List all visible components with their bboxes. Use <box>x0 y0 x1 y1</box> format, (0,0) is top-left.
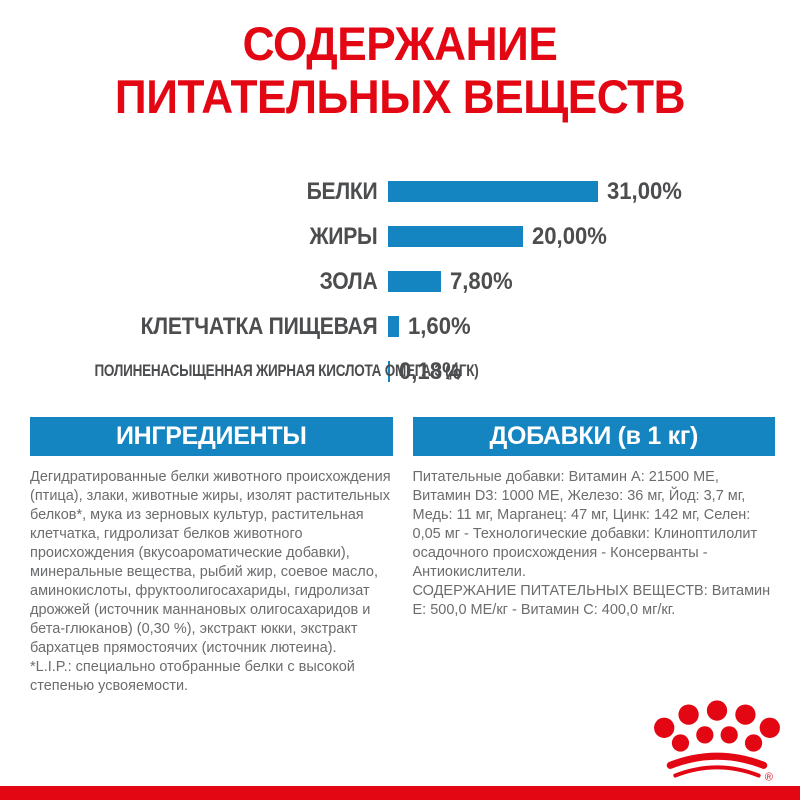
bar-label: ПОЛИНЕНАСЫЩЕННАЯ ЖИРНАЯ КИСЛОТА ОМЕГА 3 … <box>94 362 479 380</box>
bar-value: 7,80% <box>449 267 513 295</box>
bar <box>388 226 524 247</box>
text-paragraph: Питательные добавки: Витамин А: 21500 МЕ… <box>412 469 758 580</box>
ingredients-text: Дегидратированные белки животного происх… <box>30 468 393 696</box>
bar-value: 1,60% <box>407 312 471 340</box>
bar <box>388 181 598 202</box>
text-paragraph: Дегидратированные белки животного происх… <box>30 469 391 656</box>
bar-value: 20,00% <box>532 222 608 250</box>
chart-row: БЕЛКИ 31,00% <box>30 169 800 214</box>
bar <box>388 271 441 292</box>
chart-row: ЖИРЫ 20,00% <box>30 214 800 259</box>
bar-label: БЕЛКИ <box>306 177 378 205</box>
additives-section: ДОБАВКИ (в 1 кг) Питательные добавки: Ви… <box>412 417 776 696</box>
bar <box>388 316 399 337</box>
bar-value: 31,00% <box>607 177 682 205</box>
bar <box>388 361 390 382</box>
bottom-red-strip <box>0 786 800 800</box>
bar-label: КЛЕТЧАТКА ПИЩЕВАЯ <box>140 312 378 340</box>
additives-text: Питательные добавки: Витамин А: 21500 МЕ… <box>413 468 776 620</box>
ingredients-section: ИНГРЕДИЕНТЫ Дегидратированные белки живо… <box>30 417 393 696</box>
bar-label: ЗОЛА <box>319 267 378 295</box>
page-title: СОДЕРЖАНИЕ ПИТАТЕЛЬНЫХ ВЕЩЕСТВ <box>114 17 686 123</box>
bar-label: ЖИРЫ <box>309 222 378 250</box>
nutrient-bar-chart: БЕЛКИ 31,00% ЖИРЫ 20,00% ЗОЛА 7,80% КЛЕТЧАТКА … <box>30 169 800 394</box>
text-paragraph: СОДЕРЖАНИЕ ПИТАТЕЛЬНЫХ ВЕЩЕСТВ: Витамин … <box>412 582 771 618</box>
info-columns: ИНГРЕДИЕНТЫ Дегидратированные белки живо… <box>30 417 775 696</box>
ingredients-header: ИНГРЕДИЕНТЫ <box>30 417 393 456</box>
registered-mark: ® <box>765 772 774 784</box>
additives-header: ДОБАВКИ (в 1 кг) <box>412 417 775 456</box>
crown-icon: ® <box>654 700 780 784</box>
text-paragraph: *L.I.P.: специально отобранные белки с в… <box>30 658 355 694</box>
chart-row: КЛЕТЧАТКА ПИЩЕВАЯ 1,60% <box>30 304 800 349</box>
chart-row: ПОЛИНЕНАСЫЩЕННАЯ ЖИРНАЯ КИСЛОТА ОМЕГА 3 … <box>30 349 800 394</box>
bar-value: 0,18% <box>399 357 462 385</box>
royal-canin-crown-logo: ® <box>650 697 784 785</box>
chart-row: ЗОЛА 7,80% <box>30 259 800 304</box>
